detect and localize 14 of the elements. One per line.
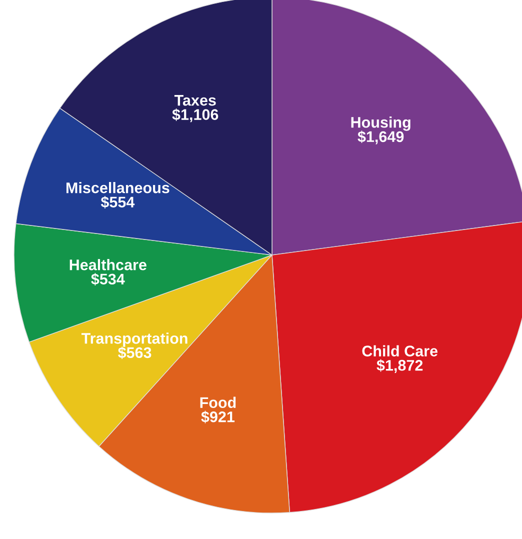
data-label: $1,649 bbox=[358, 130, 404, 144]
slice-label: Food bbox=[200, 396, 236, 408]
slice-label: Miscellaneous bbox=[66, 182, 170, 194]
slice-label: Child Care bbox=[362, 345, 438, 356]
data-label: $534 bbox=[91, 273, 125, 286]
slice-label: Healthcare bbox=[70, 259, 146, 270]
data-label: $563 bbox=[118, 346, 152, 360]
data-label: $554 bbox=[100, 196, 135, 208]
slice-label: Taxes bbox=[174, 95, 216, 106]
data-label: $1,872 bbox=[376, 359, 423, 373]
data-label: $1,106 bbox=[172, 108, 218, 122]
slice-label: Housing bbox=[351, 116, 410, 131]
data-label: $921 bbox=[201, 410, 235, 424]
slice-label: Transportation bbox=[81, 332, 188, 347]
